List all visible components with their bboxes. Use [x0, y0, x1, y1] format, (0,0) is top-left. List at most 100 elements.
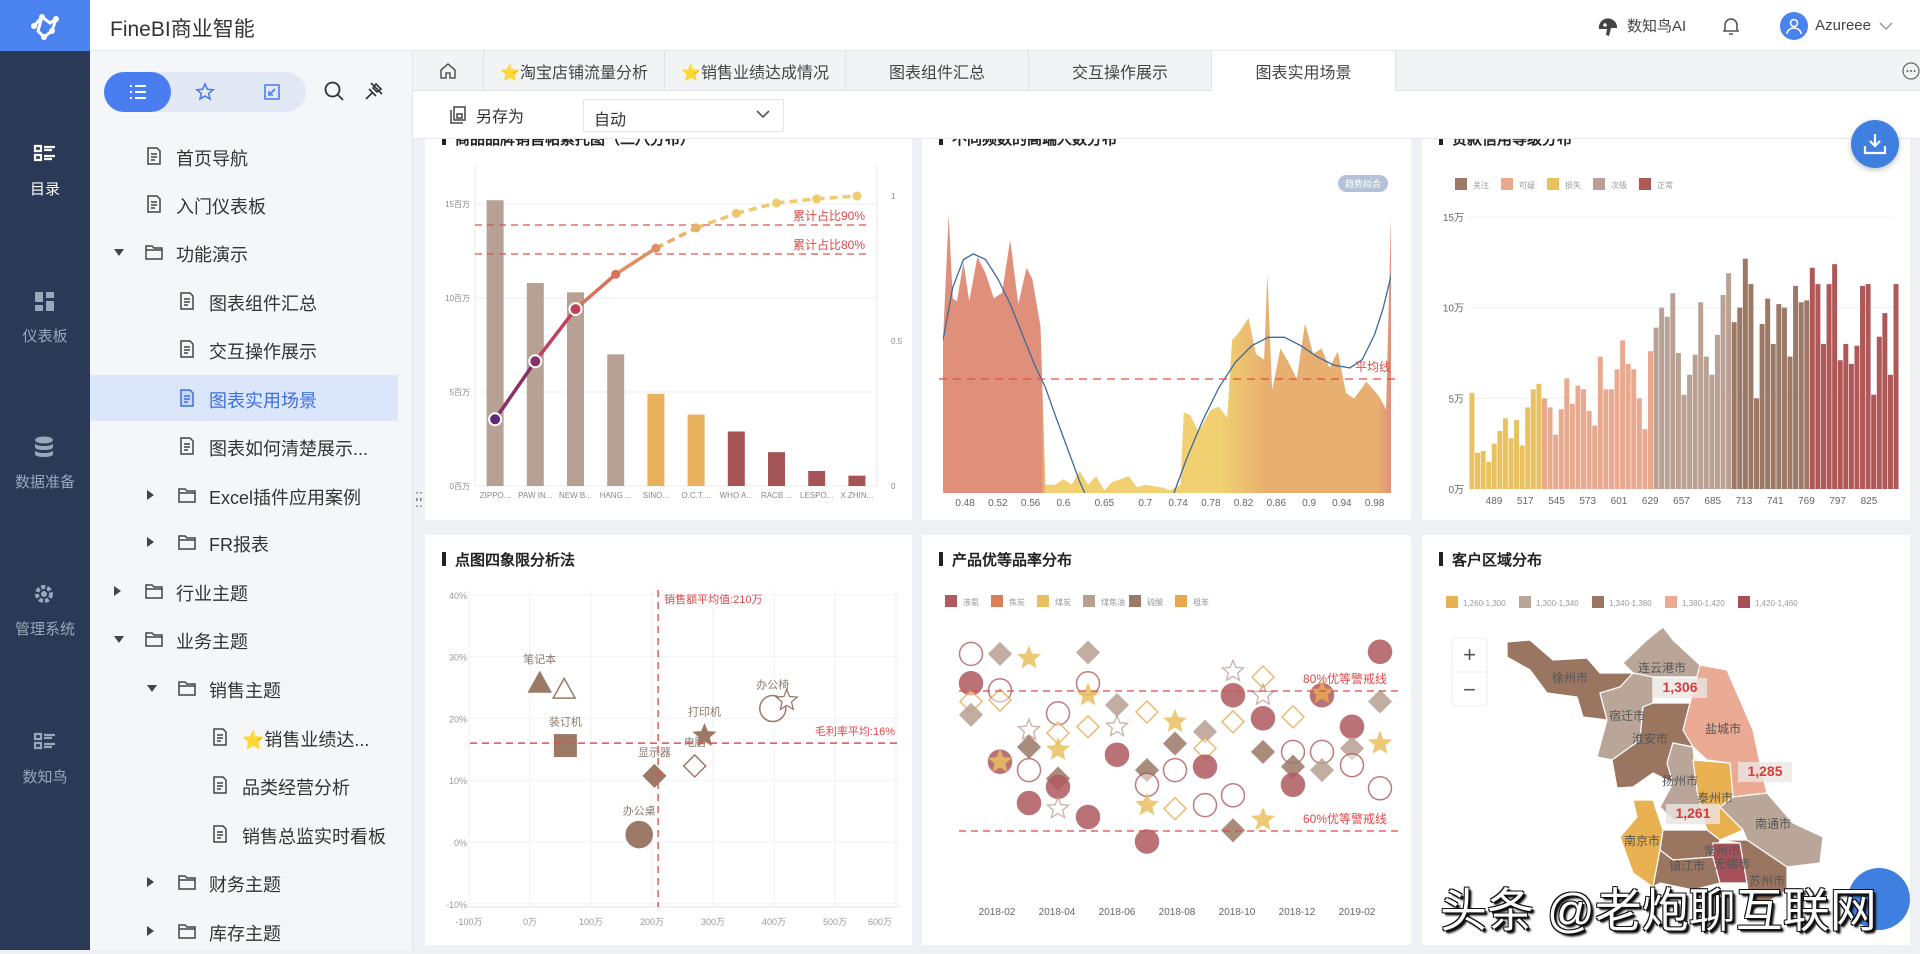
bar[interactable]	[1731, 322, 1737, 489]
scatter-point[interactable]	[692, 723, 717, 746]
bar[interactable]	[1553, 434, 1559, 489]
bar[interactable]	[1759, 323, 1765, 489]
tree-item[interactable]: 图表如何清楚展示...	[90, 423, 398, 469]
tab-4[interactable]: 交互操作展示	[1029, 51, 1212, 91]
shared-tab[interactable]	[239, 72, 306, 112]
bar[interactable]	[1804, 300, 1810, 489]
bar[interactable]	[1525, 407, 1531, 489]
tree-folder[interactable]: 业务主题	[90, 616, 398, 662]
assistant-float-button[interactable]	[1848, 868, 1910, 930]
bar[interactable]	[1854, 345, 1860, 489]
bar[interactable]	[808, 470, 826, 486]
bar[interactable]	[1882, 313, 1888, 489]
scatter-point[interactable]	[1016, 790, 1042, 816]
layout-mode-select[interactable]: 自动	[583, 99, 784, 132]
tree-item[interactable]: 交互操作展示	[90, 326, 398, 372]
bar[interactable]	[1765, 298, 1771, 489]
cumulative-point[interactable]	[852, 191, 862, 201]
bar[interactable]	[848, 475, 866, 486]
scatter-point[interactable]	[1339, 736, 1365, 761]
bar[interactable]	[1865, 284, 1871, 489]
bar[interactable]	[1581, 389, 1587, 489]
bar[interactable]	[1815, 284, 1821, 489]
bar[interactable]	[1603, 389, 1609, 489]
bar[interactable]	[1631, 369, 1637, 489]
bar[interactable]	[1826, 284, 1832, 489]
bar[interactable]	[1848, 363, 1854, 489]
scatter-point[interactable]	[1220, 818, 1246, 843]
scatter-point[interactable]	[1134, 699, 1160, 725]
scatter-point[interactable]	[1220, 682, 1246, 708]
scatter-point[interactable]	[1075, 640, 1101, 665]
tab-1[interactable]: ⭐淘宝店铺流量分析	[484, 51, 665, 91]
bar[interactable]	[1876, 336, 1882, 489]
caret-right-icon[interactable]	[147, 926, 154, 936]
tab-5[interactable]: 图表实用场景	[1212, 51, 1396, 91]
bar[interactable]	[1720, 294, 1726, 489]
ai-assistant-button[interactable]: 数知鸟AI	[1596, 14, 1686, 38]
scatter-point[interactable]	[1162, 757, 1188, 783]
scatter-point[interactable]	[1220, 709, 1246, 734]
more-options-icon[interactable]	[1902, 62, 1920, 80]
bar[interactable]	[1742, 258, 1748, 489]
caret-right-icon[interactable]	[147, 490, 154, 500]
favorites-tab[interactable]	[171, 72, 238, 112]
scatter-point[interactable]	[1016, 757, 1042, 783]
bar[interactable]	[1620, 340, 1626, 489]
bar[interactable]	[1491, 443, 1497, 489]
caret-down-icon[interactable]	[114, 249, 124, 256]
bar[interactable]	[1687, 374, 1693, 489]
scatter-point[interactable]	[1016, 645, 1042, 669]
bar[interactable]	[1592, 425, 1598, 489]
rail-item-database[interactable]: 数据准备	[0, 418, 90, 508]
tab-3[interactable]: 图表组件汇总	[846, 51, 1029, 91]
scatter-point[interactable]	[1250, 664, 1276, 690]
rail-item-list[interactable]: 数知鸟	[0, 713, 90, 803]
tree-item[interactable]: 品类经营分析	[90, 762, 398, 808]
bar[interactable]	[1480, 450, 1486, 489]
scatter-point[interactable]	[1367, 776, 1393, 801]
bell-icon[interactable]	[1720, 15, 1742, 37]
bar[interactable]	[647, 393, 665, 486]
bar[interactable]	[486, 200, 504, 486]
bar[interactable]	[1642, 429, 1648, 489]
bar[interactable]	[1698, 302, 1704, 489]
scatter-point[interactable]	[1104, 714, 1130, 737]
scatter-point[interactable]	[1309, 758, 1335, 783]
bar[interactable]	[1703, 356, 1709, 489]
bar[interactable]	[1502, 418, 1508, 489]
search-icon[interactable]	[323, 80, 345, 102]
tree-item[interactable]: 销售总监实时看板	[90, 811, 398, 857]
cumulative-point[interactable]	[731, 208, 741, 218]
bar[interactable]	[1514, 420, 1520, 489]
tree-folder[interactable]: 销售主题	[90, 665, 398, 711]
map-region[interactable]	[1712, 842, 1748, 884]
tree-item[interactable]: 入门仪表板	[90, 181, 398, 227]
caret-right-icon[interactable]	[147, 877, 154, 887]
bar[interactable]	[607, 354, 625, 486]
scatter-point[interactable]	[1280, 704, 1306, 729]
bar[interactable]	[1519, 445, 1525, 489]
bar[interactable]	[1648, 351, 1653, 489]
tree-item[interactable]: 图表组件汇总	[90, 278, 398, 324]
bar[interactable]	[1893, 284, 1899, 489]
bar[interactable]	[1636, 398, 1642, 489]
scatter-point[interactable]	[1192, 754, 1218, 779]
bar[interactable]	[1486, 461, 1492, 489]
tree-folder[interactable]: Excel插件应用案例	[90, 472, 398, 518]
scatter-point[interactable]	[1162, 731, 1188, 756]
bar[interactable]	[1714, 334, 1720, 489]
cumulative-point[interactable]	[528, 354, 543, 369]
finebi-logo[interactable]	[0, 0, 90, 51]
bar[interactable]	[1664, 316, 1670, 489]
bar[interactable]	[1469, 392, 1475, 489]
scatter-point[interactable]	[682, 753, 707, 779]
scatter-point[interactable]	[1162, 709, 1188, 733]
bar[interactable]	[1776, 304, 1782, 489]
pin-icon[interactable]	[363, 80, 385, 102]
map-region[interactable]	[1719, 792, 1824, 868]
tab-2[interactable]: ⭐销售业绩达成情况	[665, 51, 846, 91]
bar[interactable]	[1681, 394, 1687, 489]
map-region[interactable]	[1652, 848, 1721, 891]
bar[interactable]	[1737, 307, 1743, 489]
